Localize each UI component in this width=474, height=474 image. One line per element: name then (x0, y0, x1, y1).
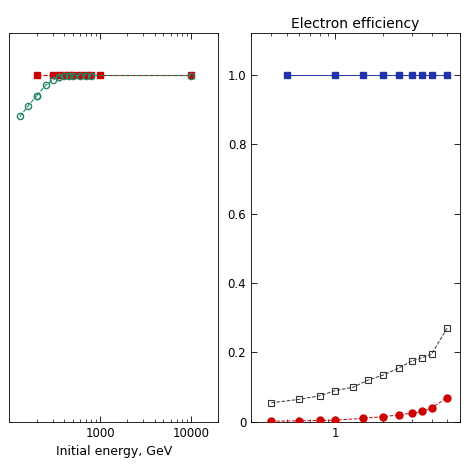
Title: Electron efficiency: Electron efficiency (292, 17, 419, 31)
X-axis label: Initial energy, GeV: Initial energy, GeV (55, 445, 172, 458)
